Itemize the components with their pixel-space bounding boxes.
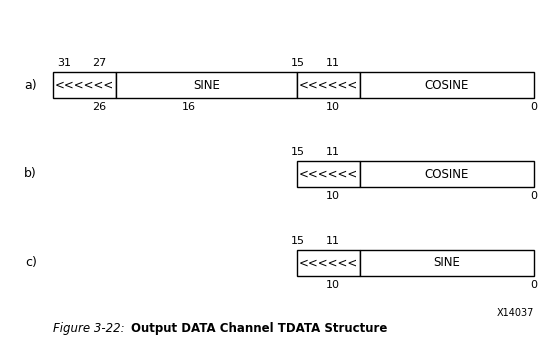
- Text: 10: 10: [325, 102, 340, 112]
- Text: Figure 3-22:: Figure 3-22:: [53, 322, 125, 335]
- Text: a): a): [25, 79, 37, 92]
- Bar: [360, 161, 534, 187]
- Text: 26: 26: [92, 102, 107, 112]
- Text: 15: 15: [290, 58, 305, 68]
- Text: COSINE: COSINE: [425, 79, 469, 92]
- Text: <<<<<<: <<<<<<: [55, 79, 114, 92]
- Bar: [297, 72, 360, 98]
- Text: 15: 15: [290, 147, 305, 157]
- Text: 0: 0: [530, 280, 537, 290]
- Text: X14037: X14037: [496, 308, 534, 318]
- Bar: [360, 250, 534, 276]
- Text: 11: 11: [325, 236, 340, 246]
- Text: 11: 11: [325, 58, 340, 68]
- Text: Output DATA Channel TDATA Structure: Output DATA Channel TDATA Structure: [131, 322, 388, 335]
- Text: <<<<<<: <<<<<<: [299, 256, 358, 269]
- Text: COSINE: COSINE: [425, 167, 469, 181]
- Bar: [297, 250, 360, 276]
- Text: <<<<<<: <<<<<<: [299, 79, 358, 92]
- Text: 31: 31: [57, 58, 72, 68]
- Bar: [116, 72, 297, 98]
- Text: 0: 0: [530, 102, 537, 112]
- Text: 10: 10: [325, 280, 340, 290]
- Text: 11: 11: [325, 147, 340, 157]
- Bar: [297, 161, 360, 187]
- Text: c): c): [25, 256, 37, 269]
- Text: <<<<<<: <<<<<<: [299, 167, 358, 181]
- Text: SINE: SINE: [193, 79, 220, 92]
- Bar: [360, 72, 534, 98]
- Text: 10: 10: [325, 191, 340, 201]
- Bar: [53, 72, 116, 98]
- Text: b): b): [25, 167, 37, 181]
- Text: 15: 15: [290, 236, 305, 246]
- Text: 16: 16: [182, 102, 196, 112]
- Text: SINE: SINE: [433, 256, 461, 269]
- Text: 0: 0: [530, 191, 537, 201]
- Text: 27: 27: [92, 58, 107, 68]
